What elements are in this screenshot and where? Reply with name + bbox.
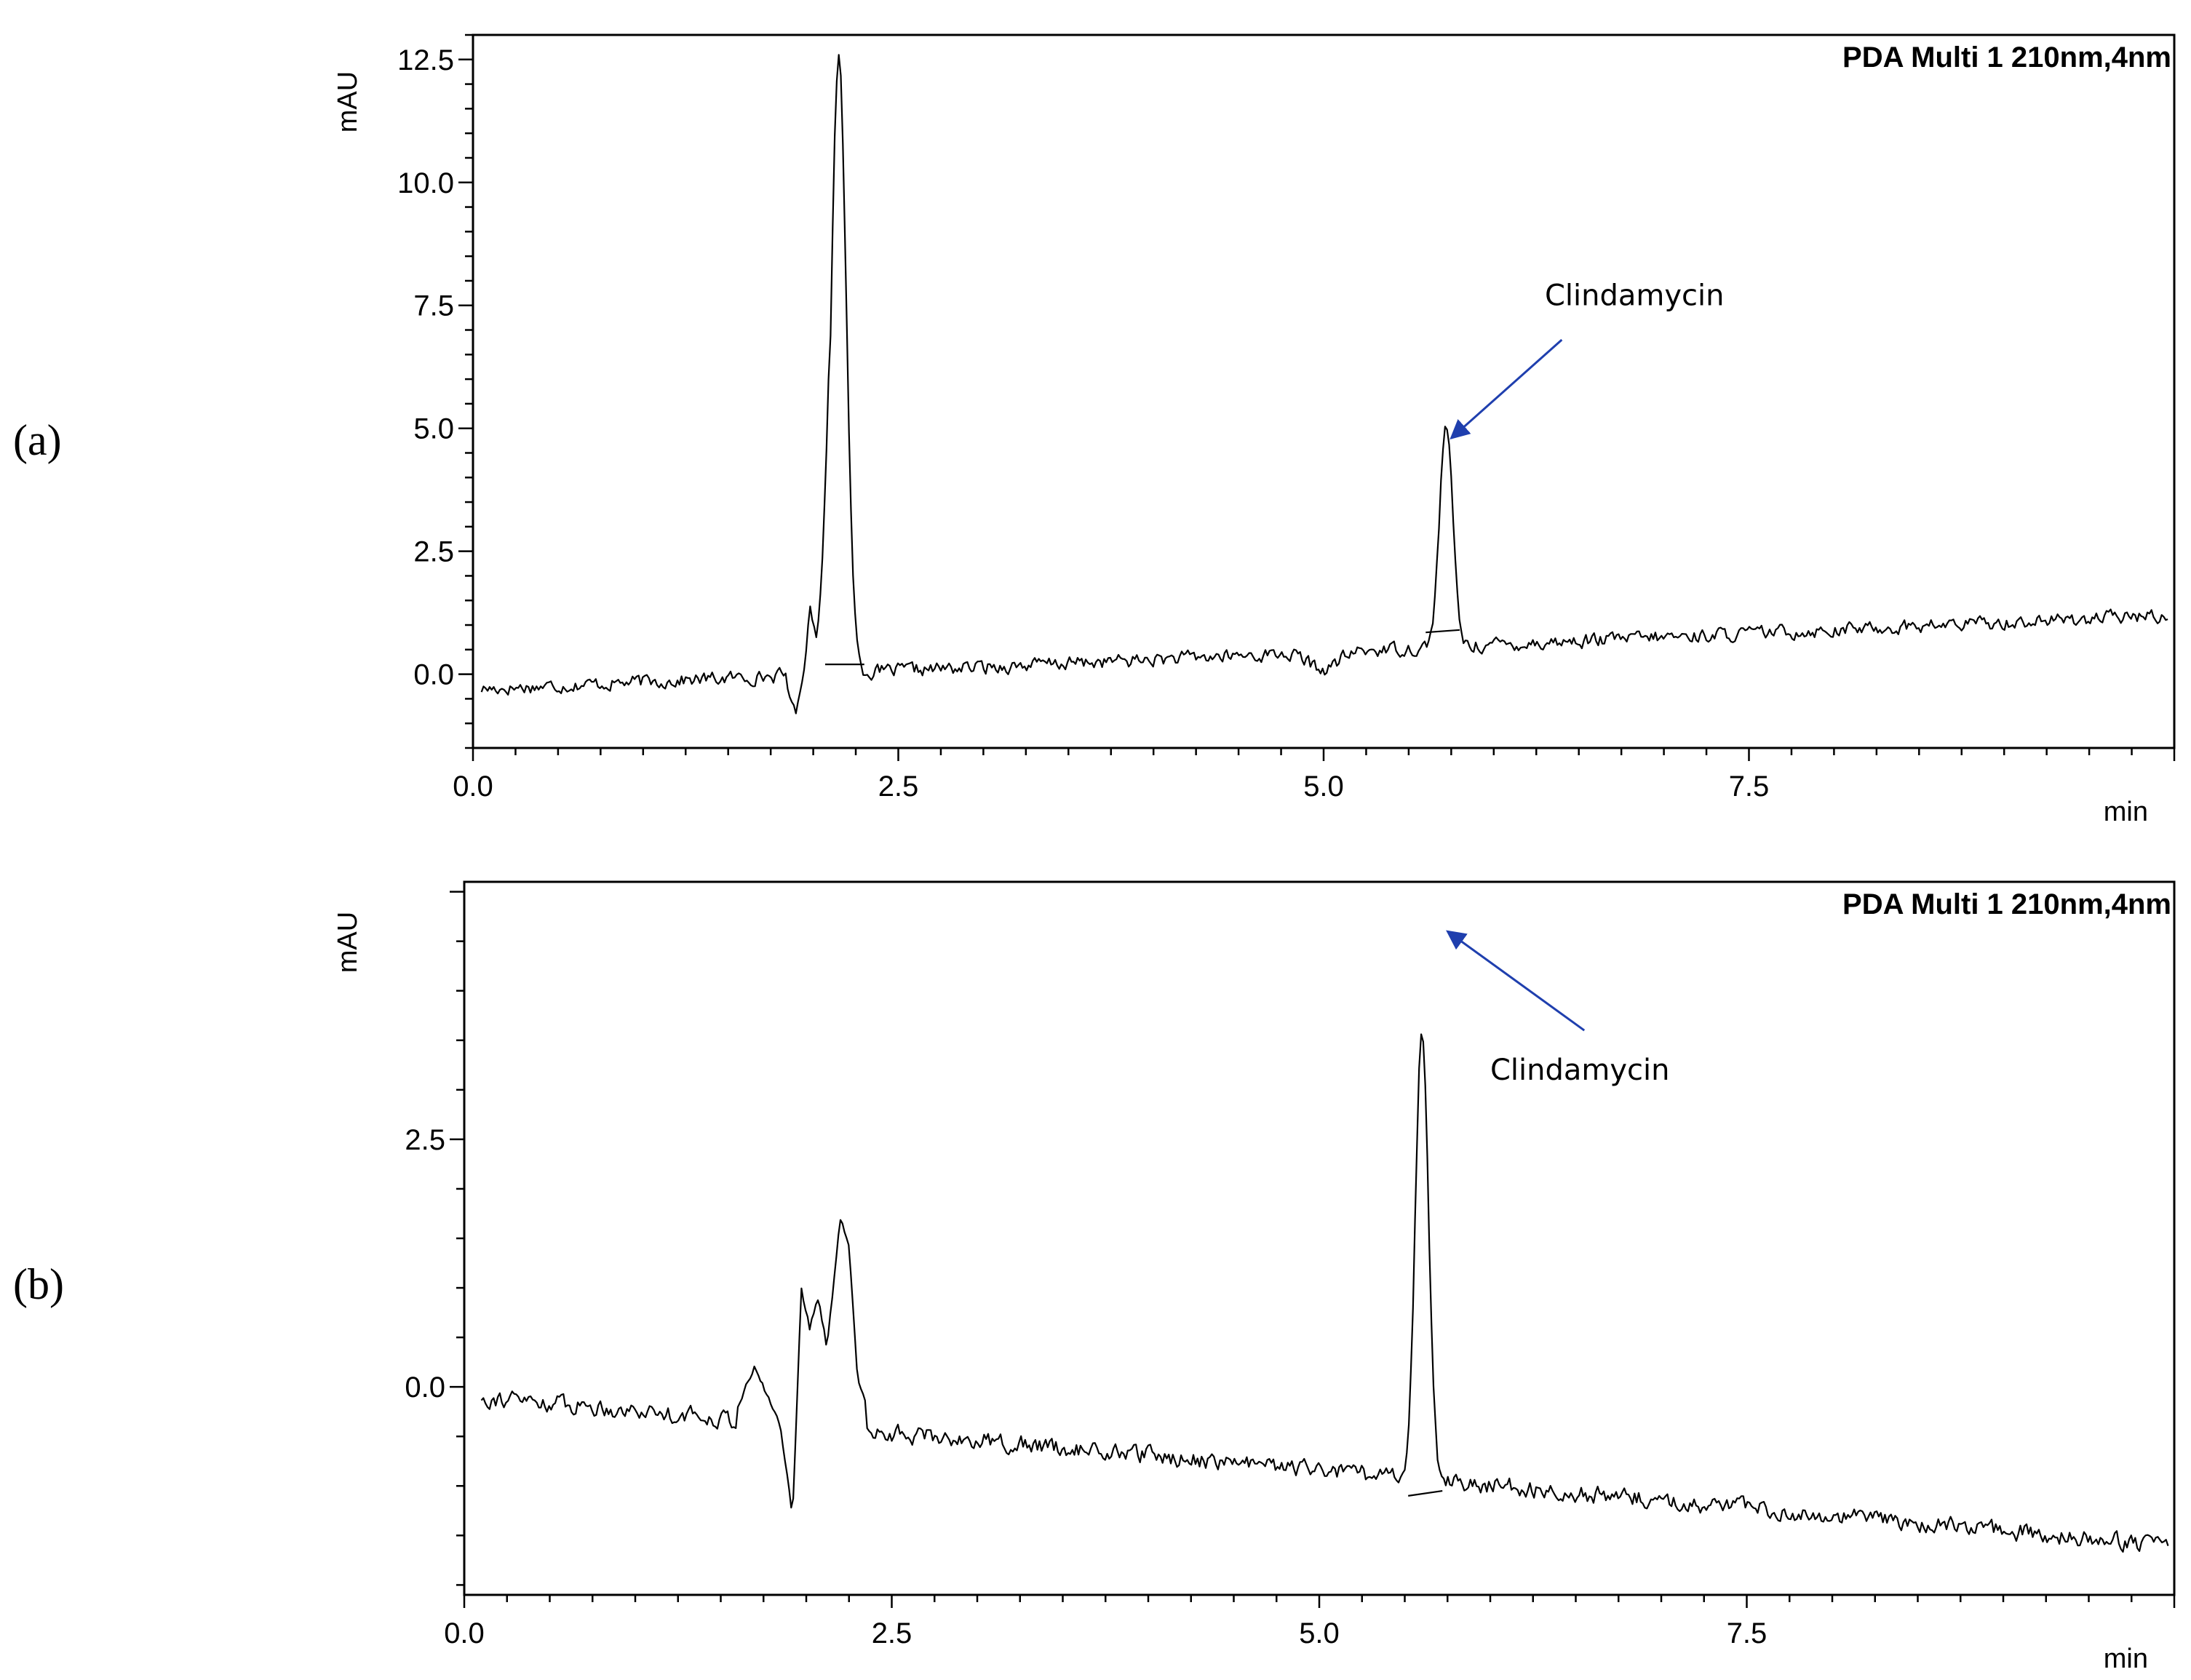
annotation-text-a: Clindamycin [1545,279,1725,313]
y-tick-label: 0.0 [405,1372,445,1404]
series-b [480,1033,2169,1553]
plot-area-b [463,880,2176,1596]
annotation-a: Clindamycin [1450,279,1725,440]
annotation-b: Clindamycin [1446,930,1670,1087]
signal-trace [480,54,2168,714]
x-axis-title-b: min [2104,1644,2148,1674]
panel-label-a: (a) [13,416,62,464]
x-tick-label: 2.5 [878,771,919,803]
detector-label-b: PDA Multi 1 210nm,4nm [1842,888,2171,920]
x-tick-label: 0.0 [453,771,493,803]
annotation-text-b: Clindamycin [1490,1054,1670,1087]
axis-ticks-b: 0.0 2.5 5.0 7.5 0.0 2.5 [405,891,2176,1649]
x-axis-title-a: min [2104,797,2148,827]
panel-label-b: (b) [13,1260,64,1308]
axis-ticks-a: 0.0 2.5 5.0 7.5 0.0 2.5 5.0 7.5 10.0 12.5 [397,33,2176,803]
x-tick-label: 5.0 [1299,1617,1340,1649]
y-tick-label: 5.0 [413,413,454,445]
y-tick-label: 0.0 [413,659,454,691]
annotation-arrow-a [1450,338,1563,440]
y-axis-title-a: mAU [333,71,363,132]
series-a [480,54,2168,714]
detector-label-a: PDA Multi 1 210nm,4nm [1842,41,2171,73]
peak-baseline [1408,1489,1443,1497]
annotation-arrow-b [1446,930,1586,1032]
y-tick-label: 7.5 [413,290,454,322]
y-tick-label: 10.0 [397,167,454,199]
y-axis-title-b: mAU [333,912,363,973]
x-tick-label: 7.5 [1727,1617,1767,1649]
chromatogram-panel-a: (a) PDA Multi 1 210nm,4nm mAU min 0.0 2.5… [13,33,2176,827]
signal-trace [480,1033,2169,1553]
x-tick-label: 2.5 [872,1617,912,1649]
peak-baseline [1425,629,1460,634]
y-tick-label: 12.5 [397,44,454,76]
x-tick-label: 0.0 [444,1617,485,1649]
y-tick-label: 2.5 [405,1124,445,1156]
chromatogram-panel-b: (b) PDA Multi 1 210nm,4nm mAU min 0.0 2.5… [13,880,2176,1674]
plot-area-a [472,33,2176,749]
x-tick-label: 5.0 [1303,771,1344,803]
x-tick-label: 7.5 [1729,771,1770,803]
y-tick-label: 2.5 [413,536,454,568]
